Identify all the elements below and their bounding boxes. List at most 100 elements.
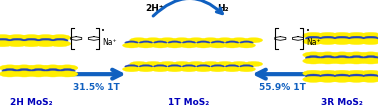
Text: 55.9% 1T: 55.9% 1T — [259, 83, 306, 92]
Circle shape — [303, 58, 324, 64]
Circle shape — [225, 65, 239, 69]
Circle shape — [305, 74, 321, 79]
Circle shape — [317, 58, 338, 64]
Circle shape — [303, 76, 324, 82]
Circle shape — [349, 74, 364, 79]
Circle shape — [349, 36, 364, 41]
Circle shape — [237, 43, 256, 48]
Circle shape — [122, 67, 141, 72]
Circle shape — [23, 38, 39, 43]
Text: 2H⁺: 2H⁺ — [146, 4, 164, 13]
Circle shape — [317, 39, 338, 45]
Circle shape — [6, 35, 28, 41]
Circle shape — [168, 41, 181, 45]
Circle shape — [50, 35, 71, 41]
Text: Na⁺: Na⁺ — [306, 38, 321, 47]
Circle shape — [305, 36, 321, 41]
Circle shape — [42, 65, 64, 71]
Circle shape — [360, 58, 378, 64]
Circle shape — [153, 41, 167, 45]
Circle shape — [197, 65, 210, 69]
Circle shape — [360, 76, 378, 82]
Circle shape — [320, 74, 336, 79]
Circle shape — [31, 69, 46, 73]
Circle shape — [57, 65, 78, 71]
Circle shape — [187, 61, 205, 67]
Circle shape — [334, 56, 350, 60]
Circle shape — [240, 41, 253, 45]
Circle shape — [130, 61, 148, 67]
Circle shape — [230, 61, 248, 67]
Circle shape — [303, 52, 324, 58]
Circle shape — [360, 70, 378, 76]
Circle shape — [0, 65, 20, 71]
Circle shape — [59, 69, 75, 73]
Circle shape — [201, 61, 220, 67]
Circle shape — [320, 36, 336, 41]
Circle shape — [0, 35, 13, 41]
Circle shape — [0, 41, 13, 47]
Circle shape — [42, 71, 64, 77]
Circle shape — [0, 71, 20, 77]
Circle shape — [211, 41, 225, 45]
Text: •: • — [101, 28, 105, 34]
Circle shape — [137, 67, 155, 72]
Circle shape — [14, 71, 35, 77]
Circle shape — [334, 36, 350, 41]
Text: 2H MoS₂: 2H MoS₂ — [10, 98, 53, 107]
Circle shape — [211, 65, 225, 69]
Circle shape — [0, 38, 11, 43]
Circle shape — [320, 56, 336, 60]
Circle shape — [173, 38, 191, 43]
Circle shape — [2, 69, 18, 73]
Circle shape — [125, 41, 138, 45]
Circle shape — [21, 35, 42, 41]
Text: 1T MoS₂: 1T MoS₂ — [168, 98, 210, 107]
Circle shape — [21, 41, 42, 47]
Circle shape — [158, 61, 177, 67]
Circle shape — [57, 71, 78, 77]
Circle shape — [317, 52, 338, 58]
Circle shape — [151, 67, 169, 72]
Circle shape — [216, 38, 234, 43]
Circle shape — [225, 41, 239, 45]
Circle shape — [317, 70, 338, 76]
Circle shape — [346, 58, 367, 64]
Circle shape — [168, 65, 181, 69]
Circle shape — [332, 52, 353, 58]
Text: H₂: H₂ — [217, 4, 229, 13]
Circle shape — [216, 61, 234, 67]
Circle shape — [209, 43, 227, 48]
Circle shape — [245, 38, 263, 43]
Circle shape — [9, 38, 25, 43]
Text: 3R MoS₂: 3R MoS₂ — [321, 98, 363, 107]
Circle shape — [317, 32, 338, 39]
Circle shape — [201, 38, 220, 43]
Circle shape — [332, 58, 353, 64]
Circle shape — [182, 41, 196, 45]
Circle shape — [139, 41, 153, 45]
Circle shape — [35, 41, 56, 47]
Circle shape — [303, 39, 324, 45]
Circle shape — [240, 65, 253, 69]
Circle shape — [166, 43, 184, 48]
Circle shape — [180, 67, 198, 72]
Circle shape — [349, 56, 364, 60]
Circle shape — [173, 61, 191, 67]
Circle shape — [245, 61, 263, 67]
Circle shape — [125, 65, 138, 69]
Circle shape — [38, 38, 54, 43]
Circle shape — [139, 65, 153, 69]
Circle shape — [182, 65, 196, 69]
Circle shape — [35, 35, 56, 41]
Circle shape — [360, 52, 378, 58]
Circle shape — [130, 38, 148, 43]
Circle shape — [303, 32, 324, 39]
Circle shape — [209, 67, 227, 72]
Circle shape — [50, 41, 71, 47]
Circle shape — [45, 69, 61, 73]
Circle shape — [332, 39, 353, 45]
Circle shape — [16, 69, 32, 73]
Circle shape — [346, 39, 367, 45]
Circle shape — [137, 43, 155, 48]
